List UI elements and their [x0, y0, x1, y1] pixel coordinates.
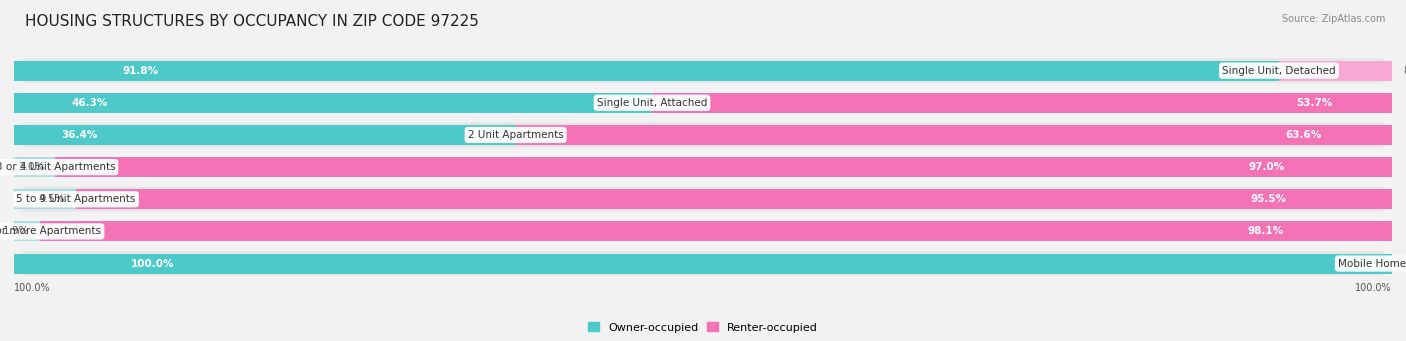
Text: Mobile Home / Other: Mobile Home / Other — [1339, 258, 1406, 269]
Bar — [652, 93, 1392, 113]
Text: 10 or more Apartments: 10 or more Apartments — [0, 226, 101, 236]
Legend: Owner-occupied, Renter-occupied: Owner-occupied, Renter-occupied — [583, 318, 823, 337]
Text: 98.1%: 98.1% — [1247, 226, 1284, 236]
FancyBboxPatch shape — [21, 251, 1385, 276]
Bar — [41, 221, 1392, 241]
Bar — [76, 189, 1392, 209]
FancyBboxPatch shape — [21, 58, 1385, 83]
Bar — [14, 93, 652, 113]
Text: 3.0%: 3.0% — [18, 162, 45, 172]
Bar — [1279, 61, 1392, 80]
Bar — [55, 157, 1392, 177]
Bar — [14, 189, 76, 209]
Text: 100.0%: 100.0% — [131, 258, 174, 269]
FancyBboxPatch shape — [21, 219, 1385, 244]
Text: 100.0%: 100.0% — [1355, 283, 1392, 294]
Bar — [14, 61, 1279, 80]
Bar — [516, 125, 1392, 145]
Text: 36.4%: 36.4% — [60, 130, 97, 140]
Text: Source: ZipAtlas.com: Source: ZipAtlas.com — [1281, 14, 1385, 24]
Text: Single Unit, Detached: Single Unit, Detached — [1222, 65, 1336, 76]
FancyBboxPatch shape — [21, 90, 1385, 115]
Text: 91.8%: 91.8% — [122, 65, 159, 76]
Text: HOUSING STRUCTURES BY OCCUPANCY IN ZIP CODE 97225: HOUSING STRUCTURES BY OCCUPANCY IN ZIP C… — [25, 14, 479, 29]
Text: 53.7%: 53.7% — [1296, 98, 1333, 108]
Bar — [14, 221, 41, 241]
Text: 46.3%: 46.3% — [72, 98, 108, 108]
Text: 3 or 4 Unit Apartments: 3 or 4 Unit Apartments — [0, 162, 115, 172]
Text: Single Unit, Attached: Single Unit, Attached — [596, 98, 707, 108]
FancyBboxPatch shape — [21, 154, 1385, 180]
Text: 2 Unit Apartments: 2 Unit Apartments — [468, 130, 564, 140]
Text: 4.5%: 4.5% — [38, 194, 65, 204]
Bar — [14, 157, 55, 177]
Bar — [14, 254, 1392, 273]
FancyBboxPatch shape — [21, 187, 1385, 212]
Text: 5 to 9 Unit Apartments: 5 to 9 Unit Apartments — [17, 194, 136, 204]
Text: 8.2%: 8.2% — [1403, 65, 1406, 76]
Text: 1.9%: 1.9% — [3, 226, 30, 236]
Text: 63.6%: 63.6% — [1285, 130, 1322, 140]
Bar — [14, 125, 516, 145]
Text: 97.0%: 97.0% — [1249, 162, 1285, 172]
Text: 100.0%: 100.0% — [14, 283, 51, 294]
Text: 95.5%: 95.5% — [1250, 194, 1286, 204]
FancyBboxPatch shape — [21, 122, 1385, 147]
